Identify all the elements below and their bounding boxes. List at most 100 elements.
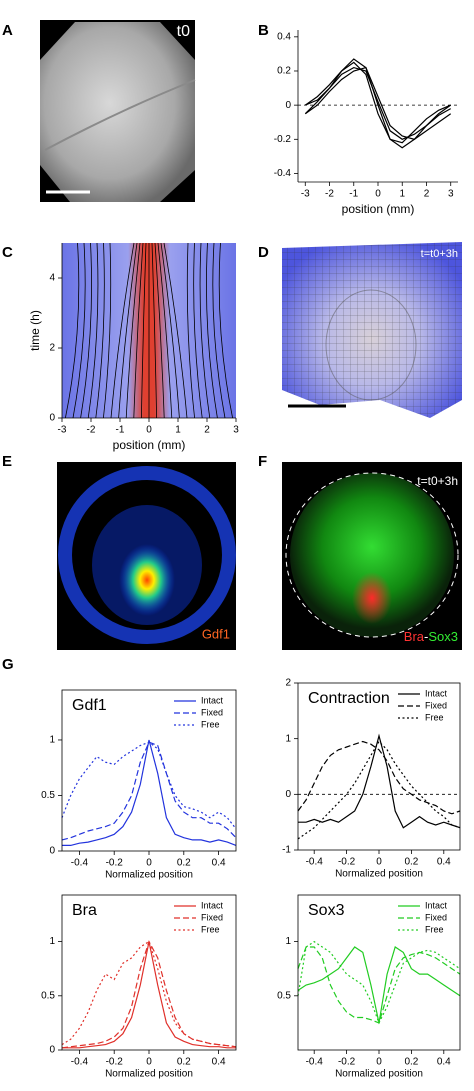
x-axis-label: Normalized position [105, 1069, 193, 1080]
series-line [62, 941, 236, 1049]
label-bra: Bra [404, 629, 425, 644]
track-line [110, 242, 135, 419]
x-tick-label: 0.2 [177, 1057, 191, 1068]
panel-label: E [2, 453, 12, 470]
y-tick-label: -0.2 [274, 134, 292, 145]
image-e: Gdf1 [57, 462, 236, 650]
y-tick-label: 0 [285, 100, 291, 111]
track-line [186, 242, 195, 419]
track-line [133, 242, 144, 419]
x-axis-label: Normalized position [105, 870, 193, 881]
track-line [199, 242, 211, 419]
x-tick-label: -0.4 [71, 1057, 89, 1068]
x-tick-label: 3 [233, 425, 239, 436]
y-tick-label: -1 [282, 845, 291, 856]
y-tick-label: -0.4 [274, 168, 292, 179]
x-tick-label: 2 [424, 189, 430, 200]
image-label: t0 [177, 23, 190, 40]
x-tick-label: -2 [87, 425, 96, 436]
y-tick-label: 2 [49, 343, 55, 354]
x-tick-label: 1 [175, 425, 181, 436]
legend-label: Intact [201, 900, 224, 910]
x-tick-label: 3 [448, 189, 454, 200]
x-tick-label: 0.2 [404, 857, 418, 868]
legend-label: Fixed [201, 707, 223, 717]
y-tick-label: 0.4 [277, 31, 291, 42]
x-tick-label: 2 [204, 425, 210, 436]
panel-label: B [258, 22, 269, 39]
series-line [304, 66, 452, 140]
x-tick-label: 0.2 [177, 858, 191, 869]
series-line [61, 741, 237, 841]
track-line [212, 242, 226, 419]
y-axis-label: time (h) [28, 310, 42, 351]
track-line [193, 242, 203, 419]
legend-label: Intact [425, 900, 448, 910]
chart-title: Bra [72, 902, 97, 919]
track-line [160, 242, 180, 419]
x-axis-label: Normalized position [335, 869, 423, 880]
legend-label: Free [201, 719, 220, 729]
series-line [297, 740, 461, 815]
image-d: t=t0+3h [280, 240, 462, 420]
chart-title: Gdf1 [72, 697, 107, 714]
y-tick-label: 0.2 [277, 66, 291, 77]
panel-label: F [258, 453, 267, 470]
track-line [87, 242, 99, 419]
panel-label: C [2, 244, 13, 261]
x-tick-label: 0.4 [437, 1057, 451, 1068]
series-line [61, 940, 237, 1049]
x-tick-label: -3 [301, 189, 310, 200]
series-line [297, 740, 461, 840]
x-tick-label: -0.2 [106, 858, 124, 869]
series-line [305, 66, 451, 140]
series-line [62, 739, 237, 846]
legend-label: Intact [201, 695, 224, 705]
x-tick-label: 0 [375, 189, 381, 200]
legend-label: Free [201, 924, 220, 934]
series-line [304, 58, 452, 149]
image-label: t=t0+3h [421, 248, 458, 260]
x-tick-label: -0.4 [306, 857, 324, 868]
track-line [141, 242, 147, 419]
image-label: Gdf1 [202, 626, 230, 641]
chart-title: Sox3 [308, 902, 345, 919]
x-tick-label: -0.2 [106, 1057, 124, 1068]
legend-label: Free [425, 924, 444, 934]
track-line [163, 242, 188, 419]
track-line [72, 242, 86, 419]
series-line [61, 940, 237, 1048]
series-line [61, 741, 237, 830]
track-line [206, 242, 218, 419]
y-tick-label: 1 [49, 735, 55, 746]
y-tick-label: 0 [49, 846, 55, 857]
track-line [157, 242, 173, 419]
x-tick-label: -0.2 [338, 857, 356, 868]
track-line [95, 242, 105, 419]
x-tick-label: -3 [58, 425, 67, 436]
label-sox3: Sox3 [428, 629, 458, 644]
track-line [118, 242, 138, 419]
track-line [80, 242, 92, 419]
x-tick-label: 1 [399, 189, 405, 200]
legend-label: Fixed [425, 912, 447, 922]
y-tick-label: 4 [49, 273, 55, 284]
y-tick-label: 0 [49, 1045, 55, 1056]
image-label: t=t0+3h [417, 474, 458, 488]
x-axis-label: Normalized position [335, 1069, 423, 1080]
image-label: Bra-Sox3 [404, 629, 458, 644]
x-tick-label: 0.4 [437, 857, 451, 868]
x-tick-label: -1 [116, 425, 125, 436]
x-tick-label: -0.4 [306, 1057, 324, 1068]
series-line [297, 946, 461, 1024]
legend-label: Intact [425, 688, 448, 698]
x-tick-label: -1 [349, 189, 358, 200]
x-axis-label: position (mm) [342, 202, 415, 216]
y-tick-label: 1 [49, 936, 55, 947]
panel-label: D [258, 244, 269, 261]
x-axis-label: position (mm) [113, 438, 186, 452]
y-tick-label: 2 [285, 678, 291, 689]
x-tick-label: 0.2 [404, 1057, 418, 1068]
y-tick-label: 0.5 [277, 990, 291, 1001]
